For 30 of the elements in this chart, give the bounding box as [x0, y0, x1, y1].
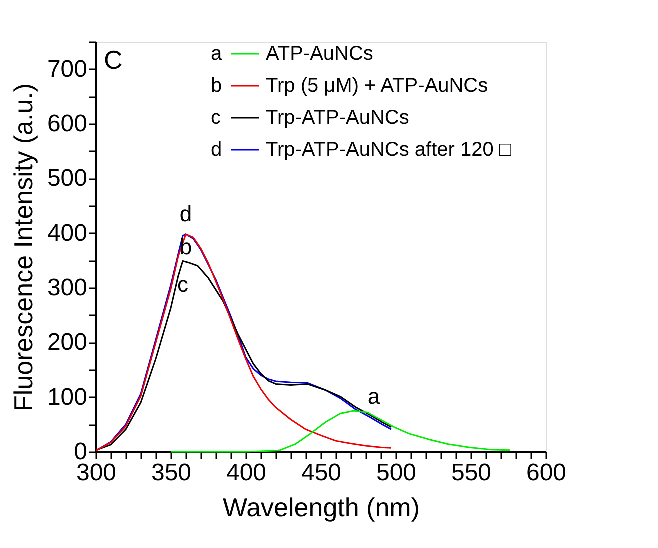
- y-tick-label: 600: [47, 110, 88, 138]
- x-tick-label: 600: [526, 460, 567, 486]
- legend-label: Trp (5 μM) + ATP-AuNCs: [266, 75, 488, 97]
- annotation: b: [180, 234, 192, 260]
- y-tick-label: 300: [47, 274, 88, 302]
- annotation: b: [211, 75, 222, 97]
- legend-label: ATP-AuNCs: [266, 43, 374, 65]
- annotation: d: [180, 201, 192, 226]
- chart-title: C: [104, 45, 123, 75]
- y-axis-title: Fluorescence Intensity (a.u.): [8, 83, 38, 412]
- legend-label: Trp-ATP-AuNCs after 120 □: [266, 139, 512, 161]
- annotation: a: [368, 384, 381, 409]
- x-tick-label: 400: [226, 460, 267, 486]
- y-tick-label: 200: [47, 329, 88, 356]
- x-tick-label: 450: [301, 460, 342, 486]
- annotation: c: [178, 272, 188, 298]
- y-tick-label: 500: [47, 165, 88, 192]
- y-tick-label: 700: [47, 56, 88, 83]
- y-tick-label: 100: [47, 384, 88, 411]
- x-tick-label: 500: [376, 460, 417, 486]
- x-tick-label: 350: [151, 460, 192, 486]
- y-tick-label: 400: [47, 220, 88, 247]
- annotation: a: [211, 43, 223, 65]
- annotation: c: [211, 107, 221, 129]
- line-series: [170, 410, 511, 453]
- x-tick-label: 550: [451, 460, 492, 486]
- x-axis-title: Wavelength (nm): [223, 492, 420, 522]
- annotation: d: [211, 139, 222, 161]
- legend-label: Trp-ATP-AuNCs: [266, 107, 410, 129]
- x-tick-label: 300: [76, 460, 117, 486]
